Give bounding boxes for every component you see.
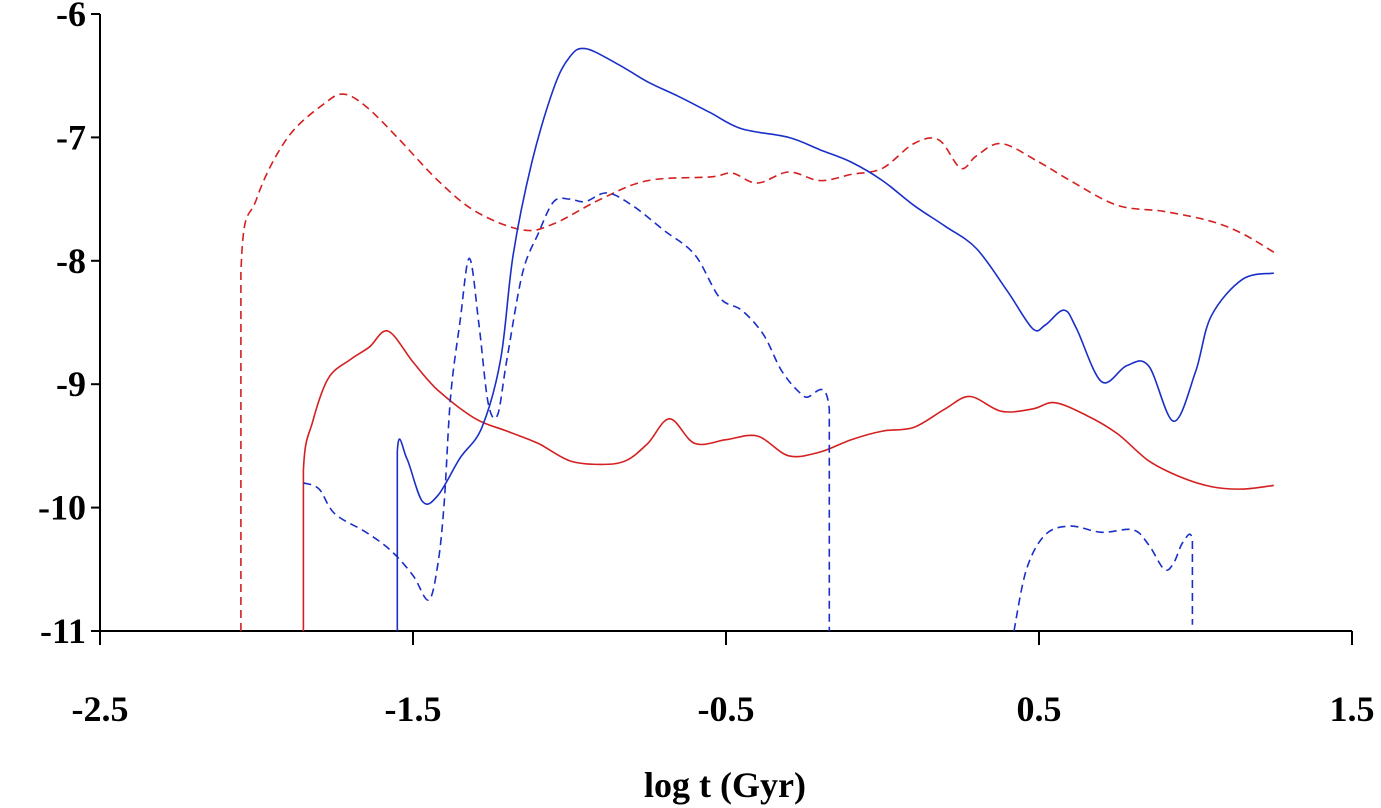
series-blue-solid (396, 47, 1274, 631)
y-tick-label: -11 (40, 611, 86, 651)
x-tick-label: -0.5 (698, 689, 755, 729)
series-blue-dashed-2 (1013, 525, 1194, 632)
x-tick-label: 1.5 (1330, 689, 1375, 729)
x-axis-title: log t (Gyr) (644, 765, 806, 805)
y-tick-label: -9 (56, 364, 86, 404)
y-tick-label: -6 (56, 0, 86, 34)
y-tick-label: -10 (38, 488, 86, 528)
x-tick-label: 0.5 (1017, 689, 1062, 729)
x-tick-label: -1.5 (385, 689, 442, 729)
axes: -6 -7 -8 -9 -10 -11 -2.5 -1.5 -0.5 0.5 1.5 (38, 0, 1375, 729)
x-tick-label: -2.5 (72, 689, 129, 729)
y-tick-label: -8 (56, 241, 86, 281)
series-red-solid (302, 330, 1274, 631)
y-tick-label: -7 (56, 117, 86, 157)
series-layer (240, 47, 1275, 632)
series-red-dashed (240, 93, 1275, 631)
series-blue-dashed-1 (303, 192, 831, 631)
